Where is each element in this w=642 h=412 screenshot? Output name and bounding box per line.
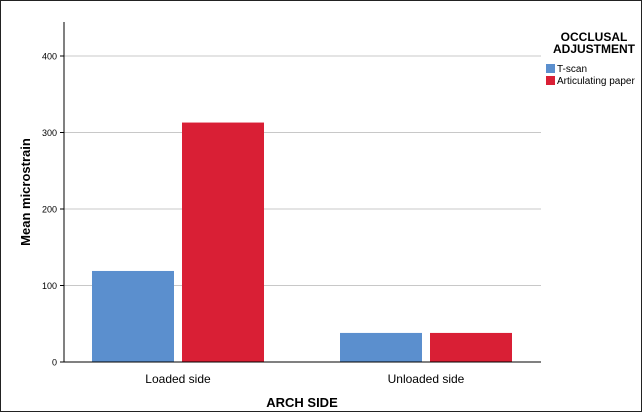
bar (182, 122, 264, 363)
legend-title-line2: ADJUSTMENT (553, 42, 636, 56)
x-axis-title: ARCH SIDE (266, 395, 338, 410)
y-axis-title: Mean microstrain (18, 138, 33, 246)
legend-swatch (546, 76, 555, 85)
axes (63, 22, 541, 363)
legend-swatch (546, 64, 555, 73)
gridlines (64, 55, 541, 286)
x-tick-label: Unloaded side (388, 372, 465, 386)
y-tick-label: 100 (42, 281, 57, 291)
y-tick-label: 0 (52, 358, 57, 368)
bar (340, 332, 422, 362)
x-tick-label: Loaded side (145, 372, 211, 386)
y-tick-label: 200 (42, 205, 57, 215)
legend-label: Articulating paper (557, 76, 635, 87)
bar (430, 332, 512, 362)
x-ticks: Loaded side Unloaded side (145, 372, 464, 386)
y-ticks: 0 100 200 300 400 (42, 52, 64, 368)
bar (92, 270, 174, 362)
legend-label: T-scan (557, 64, 587, 75)
bars (92, 122, 512, 363)
legend-title-line1: OCCLUSAL (561, 30, 628, 44)
y-tick-label: 300 (42, 128, 57, 138)
y-tick-label: 400 (42, 52, 57, 62)
